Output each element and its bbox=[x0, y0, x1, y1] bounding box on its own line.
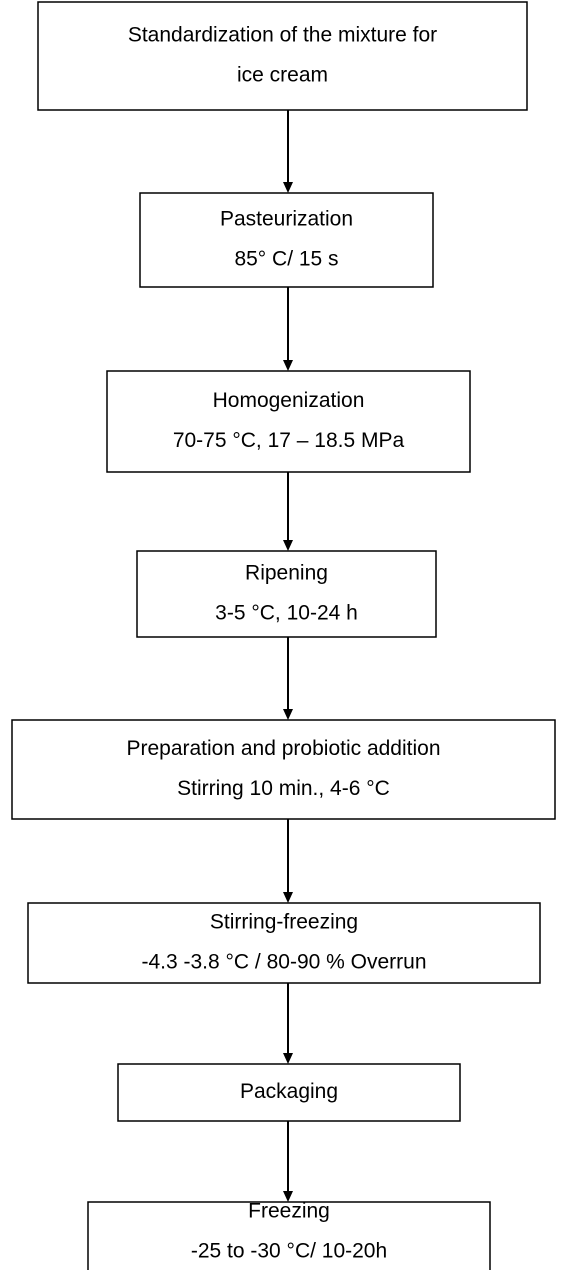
process-label: Ripening bbox=[245, 562, 328, 585]
process-label: Standardization of the mixture for bbox=[128, 24, 437, 47]
process-label: Packaging bbox=[240, 1080, 338, 1103]
process-box bbox=[117, 1063, 461, 1122]
process-label: 3-5 °C, 10-24 h bbox=[215, 602, 358, 625]
process-box bbox=[139, 192, 434, 288]
process-box bbox=[11, 719, 556, 820]
process-label: Stirring 10 min., 4-6 °C bbox=[177, 777, 390, 800]
process-label: ice cream bbox=[237, 64, 328, 87]
process-box bbox=[106, 370, 471, 473]
arrow-head bbox=[283, 360, 293, 371]
arrow-head bbox=[283, 892, 293, 903]
process-box bbox=[37, 1, 528, 111]
process-label: -25 to -30 °C/ 10-20h bbox=[191, 1240, 387, 1263]
process-label: Freezing bbox=[248, 1200, 330, 1223]
process-box bbox=[136, 550, 437, 638]
process-box bbox=[27, 902, 541, 984]
process-label: 70-75 °C, 17 – 18.5 MPa bbox=[173, 429, 405, 452]
arrow-head bbox=[283, 540, 293, 551]
process-label: 85° C/ 15 s bbox=[234, 248, 338, 271]
process-label: Homogenization bbox=[213, 389, 365, 412]
arrow-head bbox=[283, 182, 293, 193]
arrow-head bbox=[283, 709, 293, 720]
arrow-head bbox=[283, 1053, 293, 1064]
process-label: Pasteurization bbox=[220, 208, 353, 231]
arrow-head bbox=[283, 1191, 293, 1202]
process-box bbox=[87, 1201, 491, 1270]
process-label: -4.3 -3.8 °C / 80-90 % Overrun bbox=[141, 951, 426, 974]
process-label: Stirring-freezing bbox=[210, 911, 358, 934]
process-label: Preparation and probiotic addition bbox=[126, 737, 440, 760]
